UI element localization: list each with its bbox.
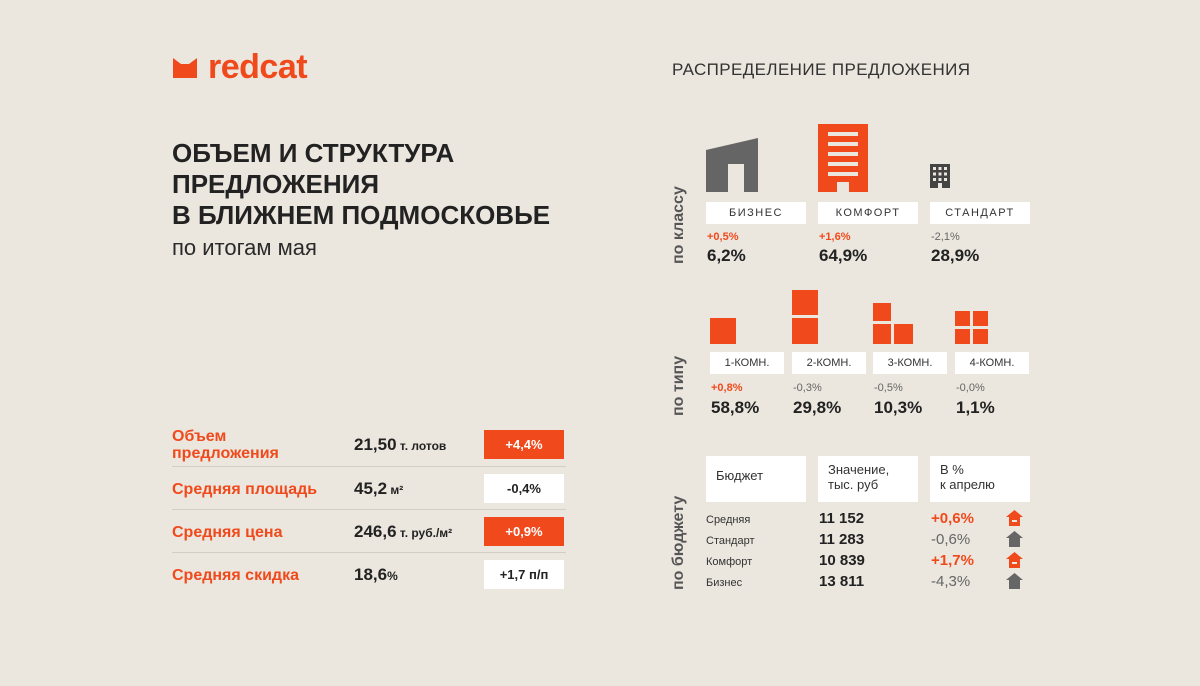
class-tag-comfort: КОМФОРТ [818,202,918,224]
budget-row-name: Комфорт [706,556,753,568]
budget-row-value: 13 811 [819,573,865,590]
metric-unit: т. лотов [396,439,447,453]
metric-unit: т. руб./м² [396,526,453,540]
four-room-icon [955,311,988,344]
metric-label-line-1: Объем [172,428,227,445]
type-share-3-room: 10,3% [874,398,923,417]
budget-row-change: -0,6% [931,531,971,548]
budget-header-value-line-1: Значение, [828,462,890,477]
metric-label-line-2: предложения [172,445,279,462]
metric-number: 45,2 [354,479,388,498]
budget-row-value: 10 839 [819,552,865,569]
house-up-icon [1006,552,1023,568]
headline: ОБЪЕМ И СТРУКТУРА ПРЕДЛОЖЕНИЯ В БЛИЖНЕМ … [172,138,550,261]
budget-header-value-line-2: тыс. руб [828,477,879,492]
house-down-icon [1006,573,1023,589]
metric-row-price: Средняя цена 246,6 т. руб./м² +0,9% [172,510,566,553]
brand-name: redcat [208,48,308,86]
metric-unit: % [387,569,398,583]
business-building-icon [706,138,758,192]
metric-value: 246,6 т. руб./м² [354,522,452,542]
type-tag-4-room: 4-КОМН. [955,352,1029,374]
metric-change-badge: +1,7 п/п [484,560,564,589]
budget-row-change: +0,6% [931,510,974,527]
house-up-icon [1006,510,1023,526]
metric-value: 21,50 т. лотов [354,435,446,455]
budget-header-value: Значение, тыс. руб [818,456,918,502]
redcat-logo-icon [173,57,197,78]
metric-row-area: Средняя площадь 45,2 м² -0,4% [172,467,566,510]
budget-row-change: -4,3% [931,573,971,590]
type-share-4-room: 1,1% [956,398,995,417]
class-tag-business: БИЗНЕС [706,202,806,224]
type-tag-2-room: 2-КОМН. [792,352,866,374]
metric-number: 246,6 [354,522,397,541]
metrics-table: Объем предложения 21,50 т. лотов +4,4% С… [172,424,566,596]
metric-change-badge: +4,4% [484,430,564,459]
metric-value: 45,2 м² [354,479,403,499]
metric-label: Средняя цена [172,524,283,541]
budget-row-name: Бизнес [706,577,743,589]
class-share-business: 6,2% [707,246,746,265]
budget-header-change: В % к апрелю [930,456,1030,502]
type-share-1-room: 58,8% [711,398,760,417]
type-delta-1-room: +0,8% [711,382,743,394]
headline-subtitle: по итогам мая [172,235,317,260]
three-room-icon [873,303,913,344]
metric-label: Средняя площадь [172,481,318,498]
two-room-icon [792,290,818,344]
type-delta-3-room: -0,5% [874,382,903,394]
metric-unit: м² [387,483,404,497]
budget-row-name: Средняя [706,514,751,526]
class-share-comfort: 64,9% [819,246,868,265]
type-delta-2-room: -0,3% [793,382,822,394]
type-delta-4-room: -0,0% [956,382,985,394]
budget-row-change: +1,7% [931,552,974,569]
type-share-2-room: 29,8% [793,398,842,417]
brand-logo: redcat [172,48,308,87]
class-tag-standard: СТАНДАРТ [930,202,1030,224]
budget-header-budget: Бюджет [706,456,806,502]
house-down-icon [1006,531,1023,547]
one-room-icon [710,318,736,344]
headline-line-3: В БЛИЖНЕМ ПОДМОСКОВЬЕ [172,200,551,230]
budget-header-change-line-2: к апрелю [940,477,995,492]
comfort-building-icon [818,124,868,192]
budget-row-value: 11 152 [819,510,865,527]
budget-row-name: Стандарт [706,535,755,547]
metric-change-badge: -0,4% [484,474,564,503]
type-tag-3-room: 3-КОМН. [873,352,947,374]
headline-line-1: ОБЪЕМ И СТРУКТУРА [172,138,455,168]
metric-label: Средняя скидка [172,567,299,584]
standard-building-icon [930,164,950,188]
class-share-standard: 28,9% [931,246,980,265]
budget-row-value: 11 283 [819,531,865,548]
class-delta-standard: -2,1% [931,231,960,243]
metric-number: 18,6 [354,565,388,584]
section-label-class: по классу [670,186,687,264]
metric-change-badge: +0,9% [484,517,564,546]
metric-row-discount: Средняя скидка 18,6% +1,7 п/п [172,553,566,596]
class-delta-business: +0,5% [707,231,739,243]
type-tag-1-room: 1-КОМН. [710,352,784,374]
metric-number: 21,50 [354,435,397,454]
headline-line-2: ПРЕДЛОЖЕНИЯ [172,169,380,199]
metric-value: 18,6% [354,565,398,585]
distribution-title: РАСПРЕДЕЛЕНИЕ ПРЕДЛОЖЕНИЯ [672,60,971,79]
metric-row-volume: Объем предложения 21,50 т. лотов +4,4% [172,424,566,467]
metric-label: Объем предложения [172,428,279,462]
class-delta-comfort: +1,6% [819,231,851,243]
section-label-type: по типу [670,355,687,416]
section-label-budget: по бюджету [670,495,687,590]
budget-header-change-line-1: В % [940,462,964,477]
